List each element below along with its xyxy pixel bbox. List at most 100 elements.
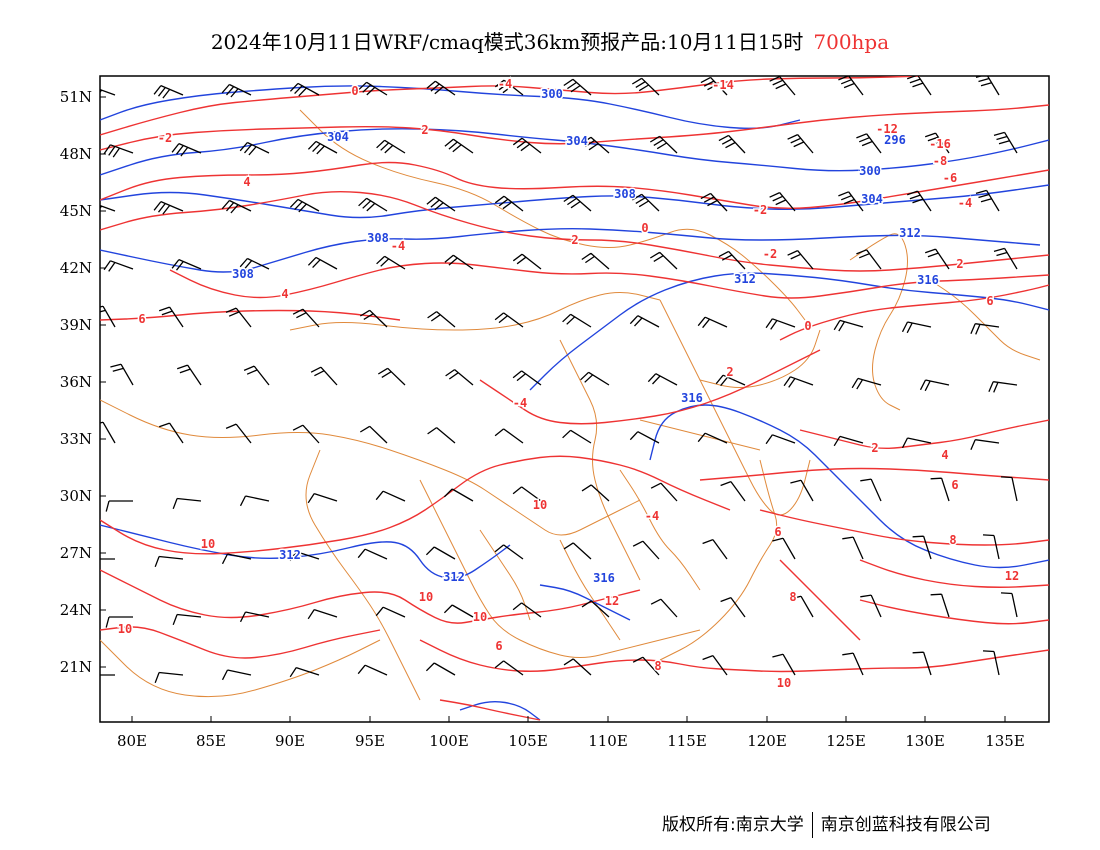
wind-barb	[860, 594, 882, 618]
boundary-line	[419, 479, 701, 658]
wind-barb	[100, 204, 116, 212]
footer-divider	[811, 812, 813, 838]
copyright-right: 南京创蓝科技有限公司	[820, 815, 991, 835]
boundary-line	[100, 639, 381, 698]
boundary-line	[559, 339, 641, 581]
lat-label: 33N	[60, 430, 92, 448]
wind-barb	[563, 194, 592, 212]
wind-barb	[631, 193, 660, 212]
contour-label: 10	[533, 498, 547, 512]
lon-label: 120E	[747, 732, 787, 750]
wind-barb	[425, 662, 456, 676]
temperature-contour	[759, 509, 1049, 546]
boundary-line	[289, 292, 661, 331]
boundary-line	[929, 279, 1041, 361]
contour-label: 2	[571, 233, 578, 247]
lon-label: 130E	[905, 732, 945, 750]
wind-barb	[158, 422, 184, 444]
wind-barb	[702, 538, 728, 560]
wind-barb	[765, 434, 796, 445]
copyright-left: 版权所有:南京大学	[662, 815, 804, 835]
wind-barb	[221, 669, 252, 681]
wind-barb	[919, 379, 950, 392]
lon-label: 125E	[826, 732, 866, 750]
wind-barb	[901, 321, 932, 334]
wind-barb	[445, 369, 474, 386]
lon-label: 100E	[429, 732, 469, 750]
wind-barb	[649, 251, 678, 270]
contour-label: 312	[279, 548, 301, 562]
lat-label: 36N	[60, 373, 92, 391]
wind-barb	[563, 542, 592, 560]
wind-barb	[581, 136, 610, 154]
wind-barb	[629, 431, 660, 444]
wind-barb	[563, 78, 592, 96]
temperature-contour	[100, 455, 731, 555]
contour-label: 316	[681, 391, 703, 405]
wind-barb	[443, 488, 474, 502]
wind-barb	[426, 196, 456, 212]
wind-barb	[154, 671, 184, 684]
wind-barb	[100, 88, 116, 96]
wind-barb	[494, 312, 524, 328]
contour-label: 312	[443, 570, 465, 584]
wind-barb	[649, 135, 678, 154]
contour-label: 316	[917, 273, 939, 287]
wind-barb	[783, 376, 814, 388]
wind-barb	[239, 257, 270, 270]
boundary-line	[699, 329, 821, 388]
lat-label: 21N	[60, 658, 92, 676]
temperature-contour	[100, 104, 1049, 151]
wind-barb	[100, 305, 116, 328]
wind-barb	[856, 133, 882, 154]
temperature-contour	[100, 161, 1049, 210]
contour-label: 300	[859, 164, 881, 178]
contour-label: 12	[605, 594, 619, 608]
wind-barb	[171, 259, 202, 271]
contour-label: 10	[777, 676, 791, 690]
wind-barb	[970, 439, 1000, 451]
wind-barb	[838, 76, 864, 96]
wind-barbs	[100, 76, 1018, 684]
contour-label: -4	[513, 396, 527, 410]
wind-barb	[105, 616, 133, 628]
wind-barb	[307, 256, 338, 270]
wind-barb	[375, 606, 406, 618]
contour-label: 316	[593, 571, 615, 585]
contour-label: 304	[566, 134, 588, 148]
contour-label: 4	[281, 287, 288, 301]
lat-label: 24N	[60, 601, 92, 619]
wind-barb	[650, 598, 678, 618]
wind-barb	[787, 250, 814, 270]
geopotential-contour	[100, 524, 511, 579]
wind-barb	[426, 80, 456, 96]
wind-barb	[172, 497, 202, 510]
wind-barb	[494, 544, 524, 560]
wind-barb	[702, 654, 728, 676]
lat-label: 27N	[60, 544, 92, 562]
geopotential-contours	[100, 85, 1049, 721]
wind-barb	[975, 76, 1000, 96]
wind-barb	[292, 308, 320, 328]
contour-label: 304	[861, 192, 883, 206]
contour-label: 12	[1005, 569, 1019, 583]
wind-barb	[769, 192, 796, 212]
wind-barb	[225, 423, 252, 444]
wind-barb	[930, 593, 950, 618]
wind-barb	[718, 134, 746, 154]
wind-barb	[924, 248, 950, 270]
wind-barb	[289, 550, 320, 562]
wind-barb	[700, 76, 728, 96]
wind-barb	[172, 613, 202, 626]
wind-barb	[1000, 592, 1018, 618]
wind-barb	[562, 313, 592, 328]
geopotential-contour	[649, 404, 1049, 569]
wind-barb	[1000, 476, 1018, 502]
wind-barb	[443, 604, 474, 618]
wind-barb	[289, 82, 320, 97]
wind-barb	[289, 666, 320, 678]
contour-label: 6	[951, 478, 958, 492]
lon-label: 90E	[275, 732, 305, 750]
wind-barb	[359, 309, 388, 328]
